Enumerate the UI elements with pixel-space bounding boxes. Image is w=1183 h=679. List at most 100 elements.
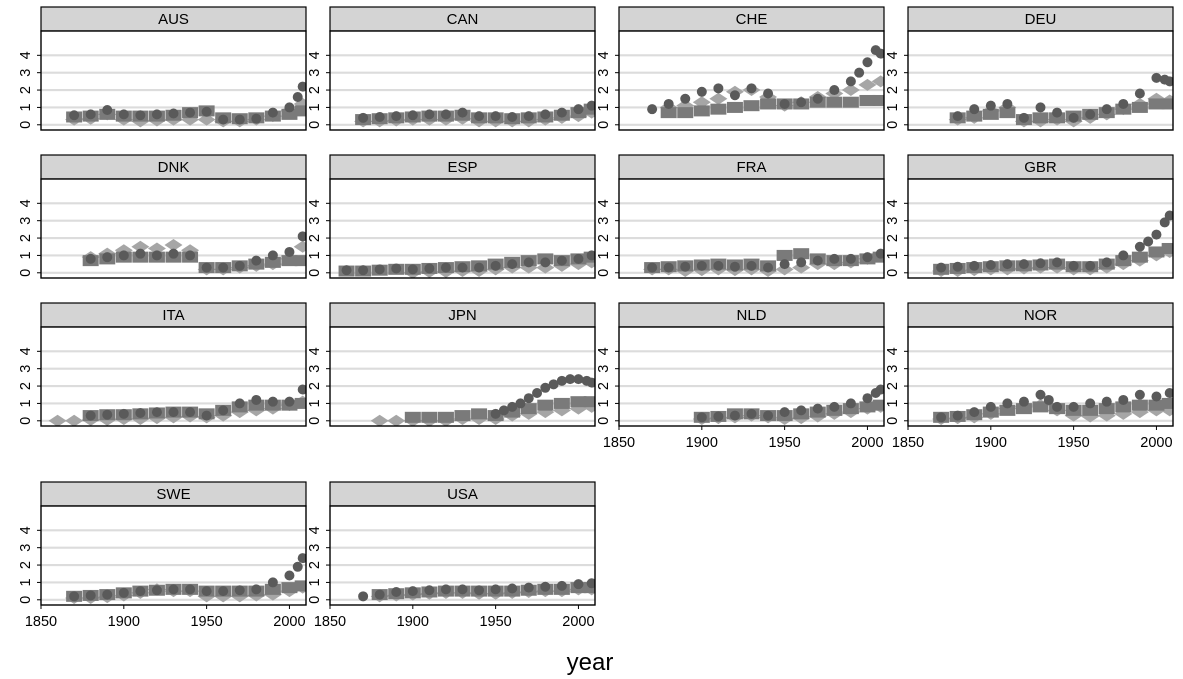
data-point-circle [763, 262, 774, 273]
data-point-square [842, 96, 859, 108]
strip-background [40, 6, 307, 32]
y-tick-label: 0 [596, 121, 612, 129]
data-point-square [553, 397, 570, 409]
data-point-circle [713, 260, 724, 271]
data-point-circle [358, 591, 369, 602]
data-point-circle [168, 584, 179, 595]
data-point-square [982, 108, 999, 120]
data-point-circle [952, 410, 963, 421]
data-point-circle [151, 585, 162, 596]
panel-border [40, 178, 307, 279]
y-tick-label: 4 [307, 347, 323, 355]
data-point-circle [796, 97, 807, 108]
panel-deu: DEU 0 1 2 3 4 [885, 6, 1174, 131]
data-point-circle [135, 110, 146, 121]
data-point-circle [523, 111, 534, 122]
data-point-circle [779, 407, 790, 418]
data-point-circle [440, 109, 451, 120]
data-point-circle [696, 412, 707, 423]
data-point-diamond [709, 92, 728, 105]
y-tick-label: 2 [307, 561, 323, 569]
data-point-circle [102, 252, 113, 263]
data-point-circle [746, 408, 757, 419]
data-point-circle [573, 253, 584, 264]
data-point-square [294, 580, 306, 592]
data-point-square [660, 107, 677, 119]
data-point-square [1148, 246, 1165, 258]
data-point-circle [565, 374, 576, 385]
strip-background [329, 6, 596, 32]
strip-label: USA [447, 486, 478, 503]
data-point-circle [374, 264, 385, 275]
y-tick-label: 3 [885, 217, 901, 225]
data-point-circle [297, 553, 306, 564]
data-point-circle [1035, 102, 1046, 113]
data-point-square [281, 108, 298, 120]
y-tick-label: 3 [596, 69, 612, 77]
data-point-circle [201, 262, 212, 273]
data-point-square [404, 411, 421, 423]
y-tick-label: 3 [18, 365, 34, 373]
data-point-circle [490, 584, 501, 595]
data-point-square [504, 406, 521, 418]
data-point-circle [267, 396, 278, 407]
data-point-diamond [387, 414, 406, 426]
data-point-circle [1143, 236, 1154, 247]
data-point-circle [729, 261, 740, 272]
data-point-square [537, 399, 554, 411]
y-tick-label: 2 [885, 86, 901, 94]
data-point-circle [185, 107, 196, 118]
y-tick-label: 0 [885, 417, 901, 425]
y-tick-label: 3 [885, 365, 901, 373]
data-point-square [999, 107, 1016, 119]
panel-usa: USA 0 1 2 3 4 1850 1900 1950 2000 [307, 481, 596, 630]
data-point-circle [201, 106, 212, 117]
data-point-circle [234, 114, 245, 125]
panel-border [907, 326, 1174, 427]
data-point-square [1098, 403, 1115, 415]
data-point-circle [267, 250, 278, 261]
data-point-circle [474, 111, 485, 122]
data-point-square [437, 411, 454, 423]
y-tick-label: 2 [885, 382, 901, 390]
data-point-square [982, 406, 999, 418]
data-point-circle [474, 262, 485, 273]
panel-border [618, 30, 885, 131]
data-point-circle [251, 394, 262, 405]
data-point-circle [969, 260, 980, 271]
data-point-square [859, 94, 876, 106]
panel-dnk: DNK 0 1 2 3 4 [18, 154, 307, 279]
data-point-circle [1068, 112, 1079, 123]
x-tick-label: 1950 [768, 435, 800, 451]
data-point-circle [358, 265, 369, 276]
data-point-circle [341, 265, 352, 276]
data-point-circle [1035, 258, 1046, 269]
data-point-square [421, 411, 438, 423]
data-point-circle [573, 374, 584, 385]
data-point-circle [969, 104, 980, 115]
strip-background [618, 6, 885, 32]
data-point-diamond [692, 96, 711, 109]
y-tick-label: 4 [18, 347, 34, 355]
data-point-circle [1101, 257, 1112, 268]
data-point-diamond [775, 263, 794, 276]
data-point-circle [407, 110, 418, 121]
data-point-circle [1118, 98, 1129, 109]
data-point-circle [474, 585, 485, 596]
data-point-circle [201, 586, 212, 597]
y-tick-label: 0 [307, 269, 323, 277]
data-point-square [872, 399, 884, 411]
y-tick-label: 3 [596, 365, 612, 373]
data-point-circle [374, 589, 385, 600]
y-tick-label: 4 [596, 199, 612, 207]
data-point-circle [663, 262, 674, 273]
panel-border [40, 326, 307, 427]
panel-border [907, 178, 1174, 279]
data-point-circle [440, 262, 451, 273]
data-point-circle [647, 104, 658, 115]
data-point-circle [779, 98, 790, 109]
data-point-circle [796, 257, 807, 268]
data-point-circle [1118, 250, 1129, 261]
data-point-circle [284, 570, 295, 581]
data-point-square [999, 404, 1016, 416]
